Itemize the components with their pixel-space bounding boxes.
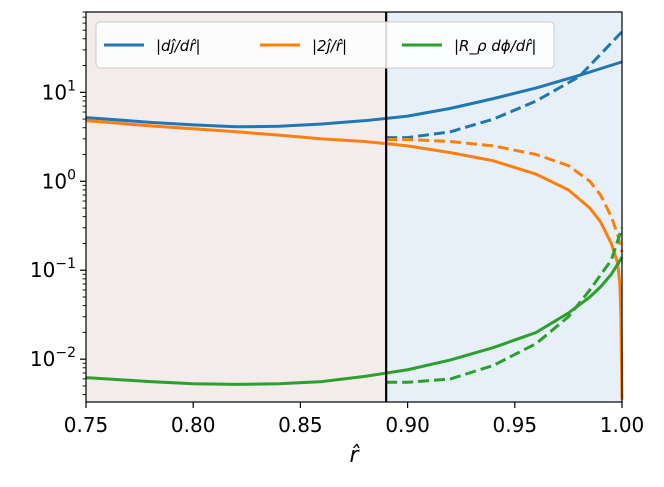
x-axis-label: r̂: [349, 443, 360, 468]
y-axis-ticks: 10−2 10−1 100 101: [30, 11, 86, 396]
x-axis-ticks: 0.75 0.80 0.85 0.90 0.95 1.00: [64, 402, 645, 437]
x-tick-label: 0.80: [171, 413, 216, 437]
y-tick-label: 100: [42, 167, 76, 193]
series-line-3-dashed: [386, 30, 624, 140]
legend-box: [95, 21, 555, 69]
region-band-1: [386, 12, 622, 402]
x-tick-label: 0.75: [64, 413, 109, 437]
x-tick-label: 0.90: [385, 413, 430, 437]
series-line-0-solid: [85, 60, 623, 129]
y-tick-label: 10−1: [30, 256, 76, 282]
legend-label: |R_ρ dϕ/dr̂|: [454, 37, 536, 56]
plot-frame: [85, 11, 623, 403]
region-band-0: [86, 12, 387, 402]
series-line-4-dashed: [386, 137, 624, 253]
background-regions: [86, 12, 622, 402]
series-line-5-dashed: [386, 227, 624, 384]
x-tick-label: 0.85: [278, 413, 323, 437]
legend: |dĵ/dr̂| |2ĵ/r̂| |R_ρ dϕ/dr̂|: [95, 21, 555, 69]
legend-label: |dĵ/dr̂|: [156, 37, 201, 55]
x-tick-label: 1.00: [600, 413, 645, 437]
series-line-2-solid: [85, 256, 624, 386]
series-layer: [85, 30, 624, 400]
y-tick-label: 10−2: [30, 345, 76, 371]
legend-label: |2ĵ/r̂|: [312, 37, 347, 55]
x-tick-label: 0.95: [493, 413, 538, 437]
y-tick-label: 101: [42, 78, 76, 104]
